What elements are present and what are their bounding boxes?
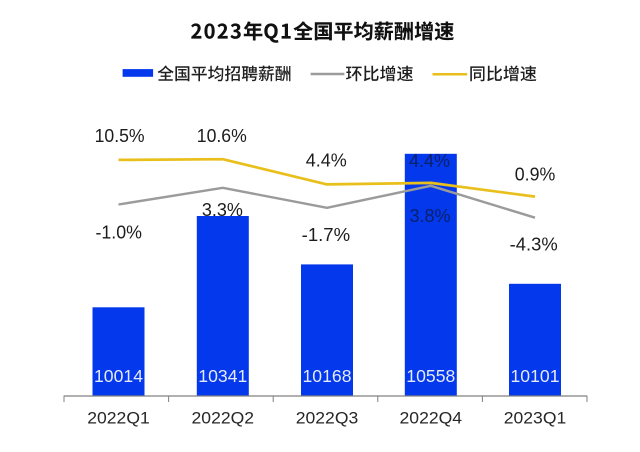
svg-text:2022Q1: 2022Q1 <box>87 408 150 427</box>
svg-text:4.4%: 4.4% <box>409 151 450 171</box>
svg-text:10014: 10014 <box>94 366 143 386</box>
svg-text:2022Q2: 2022Q2 <box>192 408 255 427</box>
svg-text:10558: 10558 <box>406 366 455 386</box>
svg-text:2022Q3: 2022Q3 <box>296 408 359 427</box>
svg-text:10168: 10168 <box>303 366 352 386</box>
svg-text:10.5%: 10.5% <box>95 126 145 146</box>
svg-text:2023Q1: 2023Q1 <box>504 408 567 427</box>
svg-text:10341: 10341 <box>198 366 247 386</box>
svg-text:10.6%: 10.6% <box>197 126 247 146</box>
svg-text:-1.7%: -1.7% <box>302 225 351 245</box>
svg-text:4.4%: 4.4% <box>306 150 347 170</box>
svg-text:0.9%: 0.9% <box>515 165 556 185</box>
svg-text:-1.0%: -1.0% <box>95 223 142 243</box>
svg-text:3.8%: 3.8% <box>410 206 451 226</box>
svg-text:10101: 10101 <box>511 366 560 386</box>
svg-text:3.3%: 3.3% <box>202 200 243 220</box>
svg-text:2022Q4: 2022Q4 <box>400 408 463 427</box>
svg-text:-4.3%: -4.3% <box>510 234 558 254</box>
